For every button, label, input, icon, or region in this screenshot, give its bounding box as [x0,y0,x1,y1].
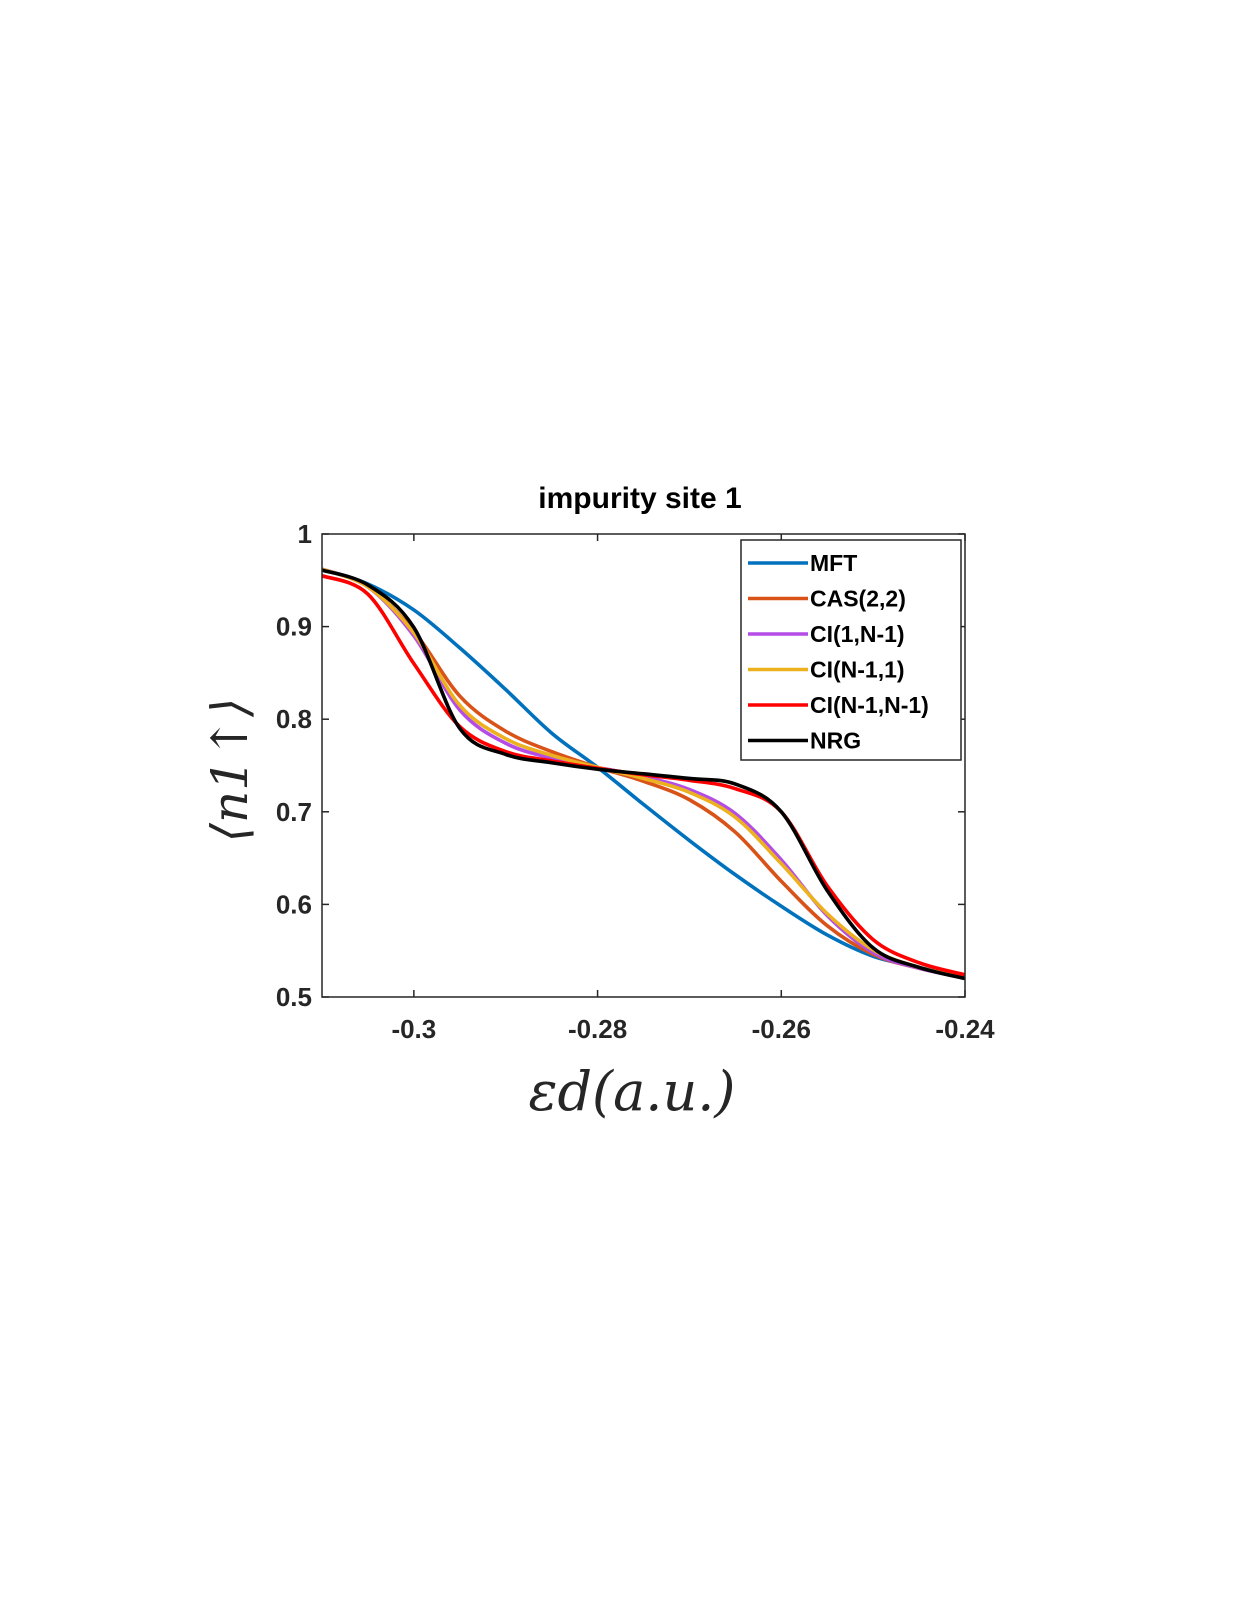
plot-area-frame [321,533,966,998]
y-tick-label: 0.9 [276,612,312,642]
chart-title: impurity site 1 [538,482,741,515]
series-line-nrg [322,568,965,981]
legend-label: MFT [810,550,857,576]
x-tick-label: -0.26 [752,1014,811,1044]
legend-label: CI(N-1,N-1) [810,692,929,718]
legend-entries: MFT CAS(2,2) CI(1,N-1) CI(N-1,1) CI(N-1,N-1)… [748,550,929,754]
x-axis: -0.3 -0.28 -0.26 -0.24 [391,534,995,1044]
y-axis-label: ⟨n1↑⟩ [201,698,259,843]
y-tick-label: 0.8 [276,704,312,734]
series-layer [322,567,965,981]
y-axis: 0.5 0.6 0.7 0.8 0.9 1 [276,519,965,1012]
y-tick-label: 0.7 [276,797,312,827]
legend-label: NRG [810,728,861,754]
x-axis-label: εd(a.u.) [529,1060,736,1123]
legend-label: CI(N-1,1) [810,657,905,683]
y-tick-label: 0.6 [276,889,312,919]
y-tick-label: 1 [298,519,312,549]
series-line-mft [322,567,965,980]
x-tick-label: -0.3 [391,1014,436,1044]
x-tick-label: -0.28 [568,1014,627,1044]
legend-label: CI(1,N-1) [810,621,905,647]
x-tick-label: -0.24 [935,1014,995,1044]
legend: MFT CAS(2,2) CI(1,N-1) CI(N-1,1) CI(N-1,N-1)… [740,539,962,761]
y-tick-label: 0.5 [276,982,312,1012]
legend-box [740,539,962,761]
legend-label: CAS(2,2) [810,586,906,612]
